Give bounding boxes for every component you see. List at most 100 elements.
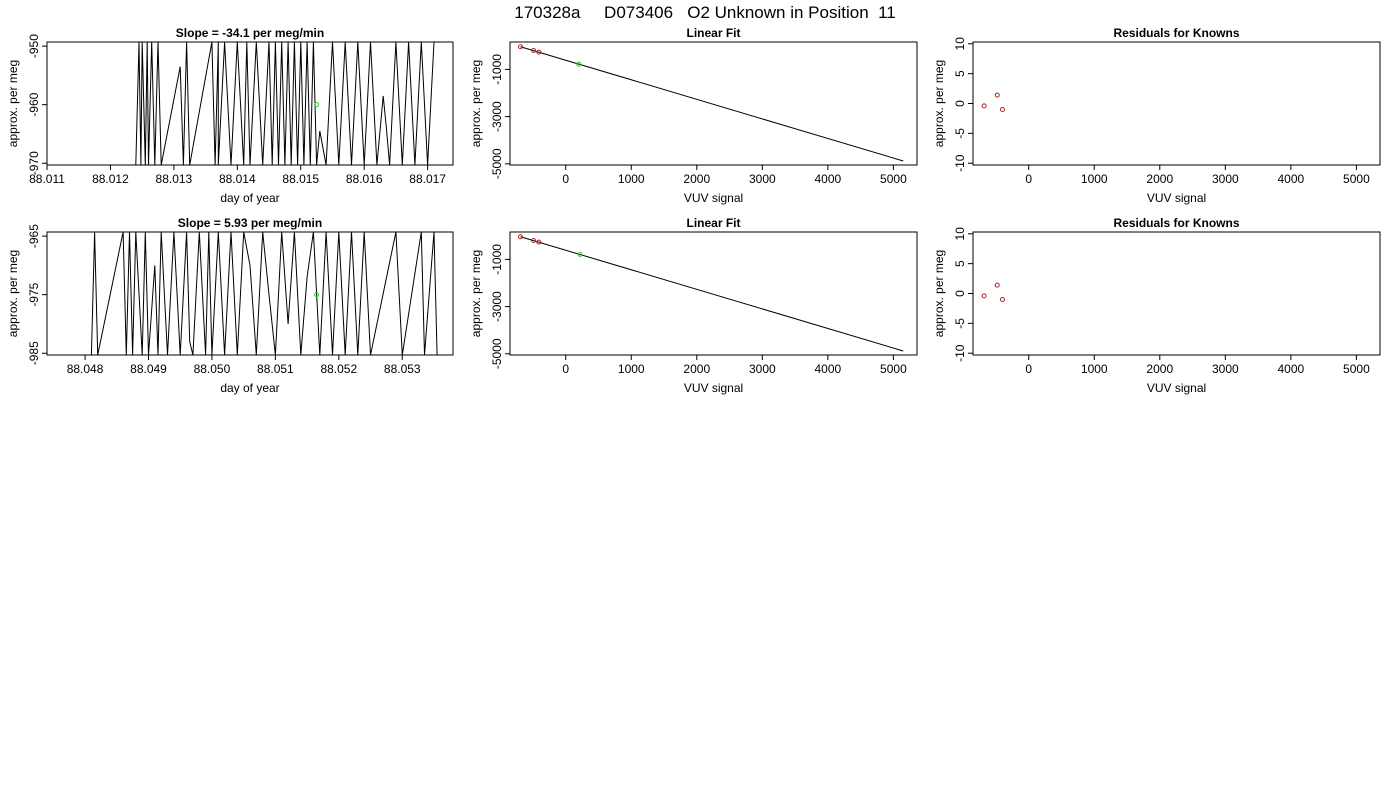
x-tick-label: 88.012 — [92, 172, 129, 186]
x-axis-label: VUV signal — [684, 381, 743, 395]
x-tick-label: 4000 — [1278, 362, 1305, 376]
x-tick-label: 88.052 — [320, 362, 357, 376]
data-point — [531, 47, 537, 53]
y-axis-label: approx. per meg — [6, 60, 20, 147]
fit-line — [520, 46, 904, 162]
data-point — [536, 49, 542, 55]
y-tick-label: -5000 — [490, 338, 504, 369]
x-tick-label: 0 — [562, 172, 569, 186]
y-tick-label: -1000 — [490, 244, 504, 275]
data-point — [981, 103, 987, 109]
y-axis: -950 -960 -970 — [27, 34, 48, 175]
plot-frame — [972, 41, 1381, 166]
x-tick-label: 3000 — [749, 362, 776, 376]
data-point — [999, 106, 1005, 112]
x-tick-label: 88.048 — [67, 362, 104, 376]
plot-area — [981, 92, 1005, 112]
y-tick-label: 10 — [953, 227, 967, 241]
y-axis-label: approx. per meg — [932, 60, 946, 147]
x-tick-label: 88.015 — [282, 172, 319, 186]
x-tick-label: 88.053 — [384, 362, 421, 376]
x-tick-label: 4000 — [815, 172, 842, 186]
x-tick-label: 0 — [1025, 172, 1032, 186]
y-tick-label: 0 — [953, 290, 967, 297]
y-tick-label: -5 — [953, 318, 967, 329]
y-axis-label: approx. per meg — [6, 250, 20, 337]
y-axis: 10 5 0 -5 -10 — [953, 227, 974, 362]
data-point — [531, 237, 537, 243]
y-tick-label: -950 — [27, 34, 41, 58]
fit-line — [520, 236, 904, 352]
plot-area — [981, 282, 1005, 302]
y-tick-label: -10 — [953, 344, 967, 362]
y-axis: -965 -975 -985 — [27, 224, 48, 365]
data-point — [994, 92, 1000, 98]
y-tick-label: -3000 — [490, 291, 504, 322]
x-tick-label: 88.017 — [409, 172, 446, 186]
y-tick-label: -960 — [27, 92, 41, 116]
x-axis-label: day of year — [220, 381, 279, 395]
data-point — [517, 44, 523, 50]
panel-title: Residuals for Knowns — [1113, 26, 1239, 40]
x-tick-label: 1000 — [618, 362, 645, 376]
series-line — [90, 232, 438, 355]
x-tick-label: 5000 — [880, 172, 907, 186]
x-tick-label: 5000 — [1343, 172, 1370, 186]
data-point — [994, 282, 1000, 288]
y-axis: -1000 -3000 -5000 — [490, 244, 511, 369]
x-axis: 88.011 88.012 88.013 88.014 88.015 88.016 88.0… — [29, 164, 446, 186]
y-tick-label: -985 — [27, 341, 41, 365]
x-axis: 0 1000 2000 3000 4000 5000 — [1025, 164, 1370, 186]
x-axis: 0 1000 2000 3000 4000 5000 — [562, 164, 907, 186]
y-tick-label: -965 — [27, 224, 41, 248]
y-tick-label: 5 — [953, 70, 967, 77]
panel-title: Residuals for Knowns — [1113, 216, 1239, 230]
x-tick-label: 3000 — [749, 172, 776, 186]
plot-area — [517, 44, 904, 162]
y-tick-label: -970 — [27, 151, 41, 175]
plot-frame — [972, 231, 1381, 356]
unknown-point — [577, 251, 583, 257]
plot-area — [135, 42, 435, 165]
y-tick-label: 0 — [953, 100, 967, 107]
x-tick-label: 3000 — [1212, 172, 1239, 186]
x-tick-label: 88.049 — [130, 362, 167, 376]
x-axis: 88.048 88.049 88.050 88.051 88.052 88.053 — [67, 354, 421, 376]
x-tick-label: 2000 — [1146, 172, 1173, 186]
y-axis: -1000 -3000 -5000 — [490, 54, 511, 179]
x-tick-label: 2000 — [1146, 362, 1173, 376]
chart-panel-2: Linear Fit 0 1000 2000 3000 4000 5000 VUV signa… — [469, 26, 918, 205]
unknown-point — [576, 61, 582, 67]
x-axis-label: VUV signal — [684, 191, 743, 205]
x-tick-label: 0 — [562, 362, 569, 376]
x-tick-label: 4000 — [815, 362, 842, 376]
x-tick-label: 2000 — [683, 362, 710, 376]
x-tick-label: 4000 — [1278, 172, 1305, 186]
unknown-point — [314, 102, 320, 108]
x-axis: 0 1000 2000 3000 4000 5000 — [1025, 354, 1370, 376]
data-point — [999, 296, 1005, 302]
x-tick-label: 1000 — [618, 172, 645, 186]
y-tick-label: -975 — [27, 282, 41, 306]
y-axis-label: approx. per meg — [469, 60, 483, 147]
x-axis-label: VUV signal — [1147, 381, 1206, 395]
panel-title: Linear Fit — [686, 26, 740, 40]
panel-title: Linear Fit — [686, 216, 740, 230]
x-tick-label: 0 — [1025, 362, 1032, 376]
x-tick-label: 1000 — [1081, 172, 1108, 186]
plot-area — [90, 232, 438, 355]
y-tick-label: 10 — [953, 37, 967, 51]
x-axis: 0 1000 2000 3000 4000 5000 — [562, 354, 907, 376]
data-point — [517, 234, 523, 240]
x-axis-label: day of year — [220, 191, 279, 205]
y-axis-label: approx. per meg — [932, 250, 946, 337]
x-tick-label: 88.050 — [194, 362, 231, 376]
x-tick-label: 88.011 — [29, 172, 65, 186]
unknown-point — [314, 292, 320, 298]
x-tick-label: 88.014 — [219, 172, 256, 186]
y-tick-label: -10 — [953, 154, 967, 172]
